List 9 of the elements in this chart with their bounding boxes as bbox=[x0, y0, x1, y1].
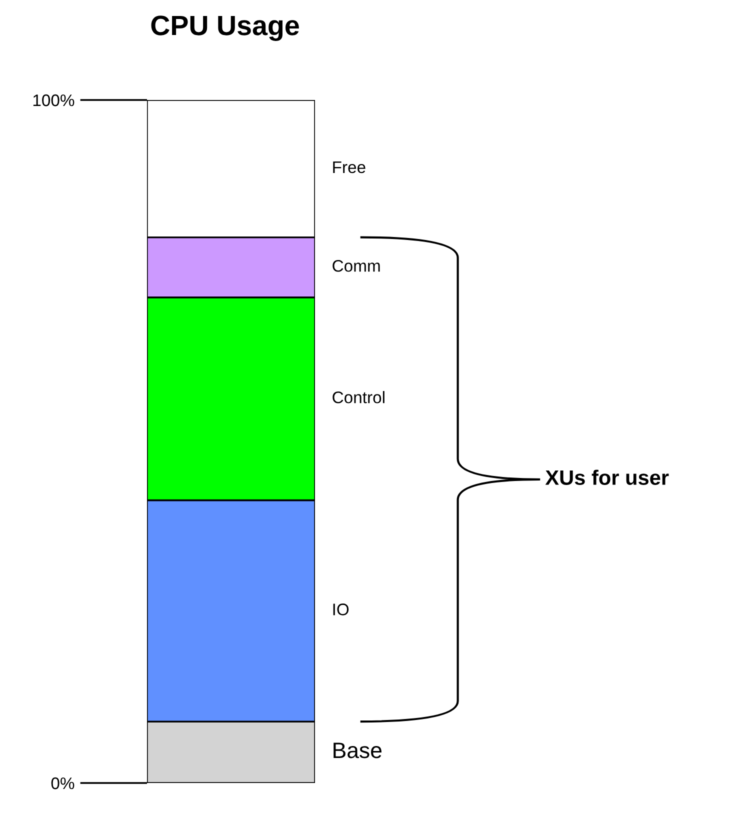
series-label: Base bbox=[334, 742, 382, 758]
series-label: Free bbox=[333, 161, 366, 174]
chart-title: CPU Usage bbox=[151, 16, 299, 41]
series-label: IO bbox=[333, 604, 349, 616]
y-tick-label: 100% bbox=[33, 94, 74, 106]
series-label: Comm bbox=[332, 260, 380, 272]
series-label: Control bbox=[332, 391, 384, 404]
y-tick-label: 0% bbox=[51, 777, 74, 790]
text: XUs for user bbox=[545, 470, 669, 485]
